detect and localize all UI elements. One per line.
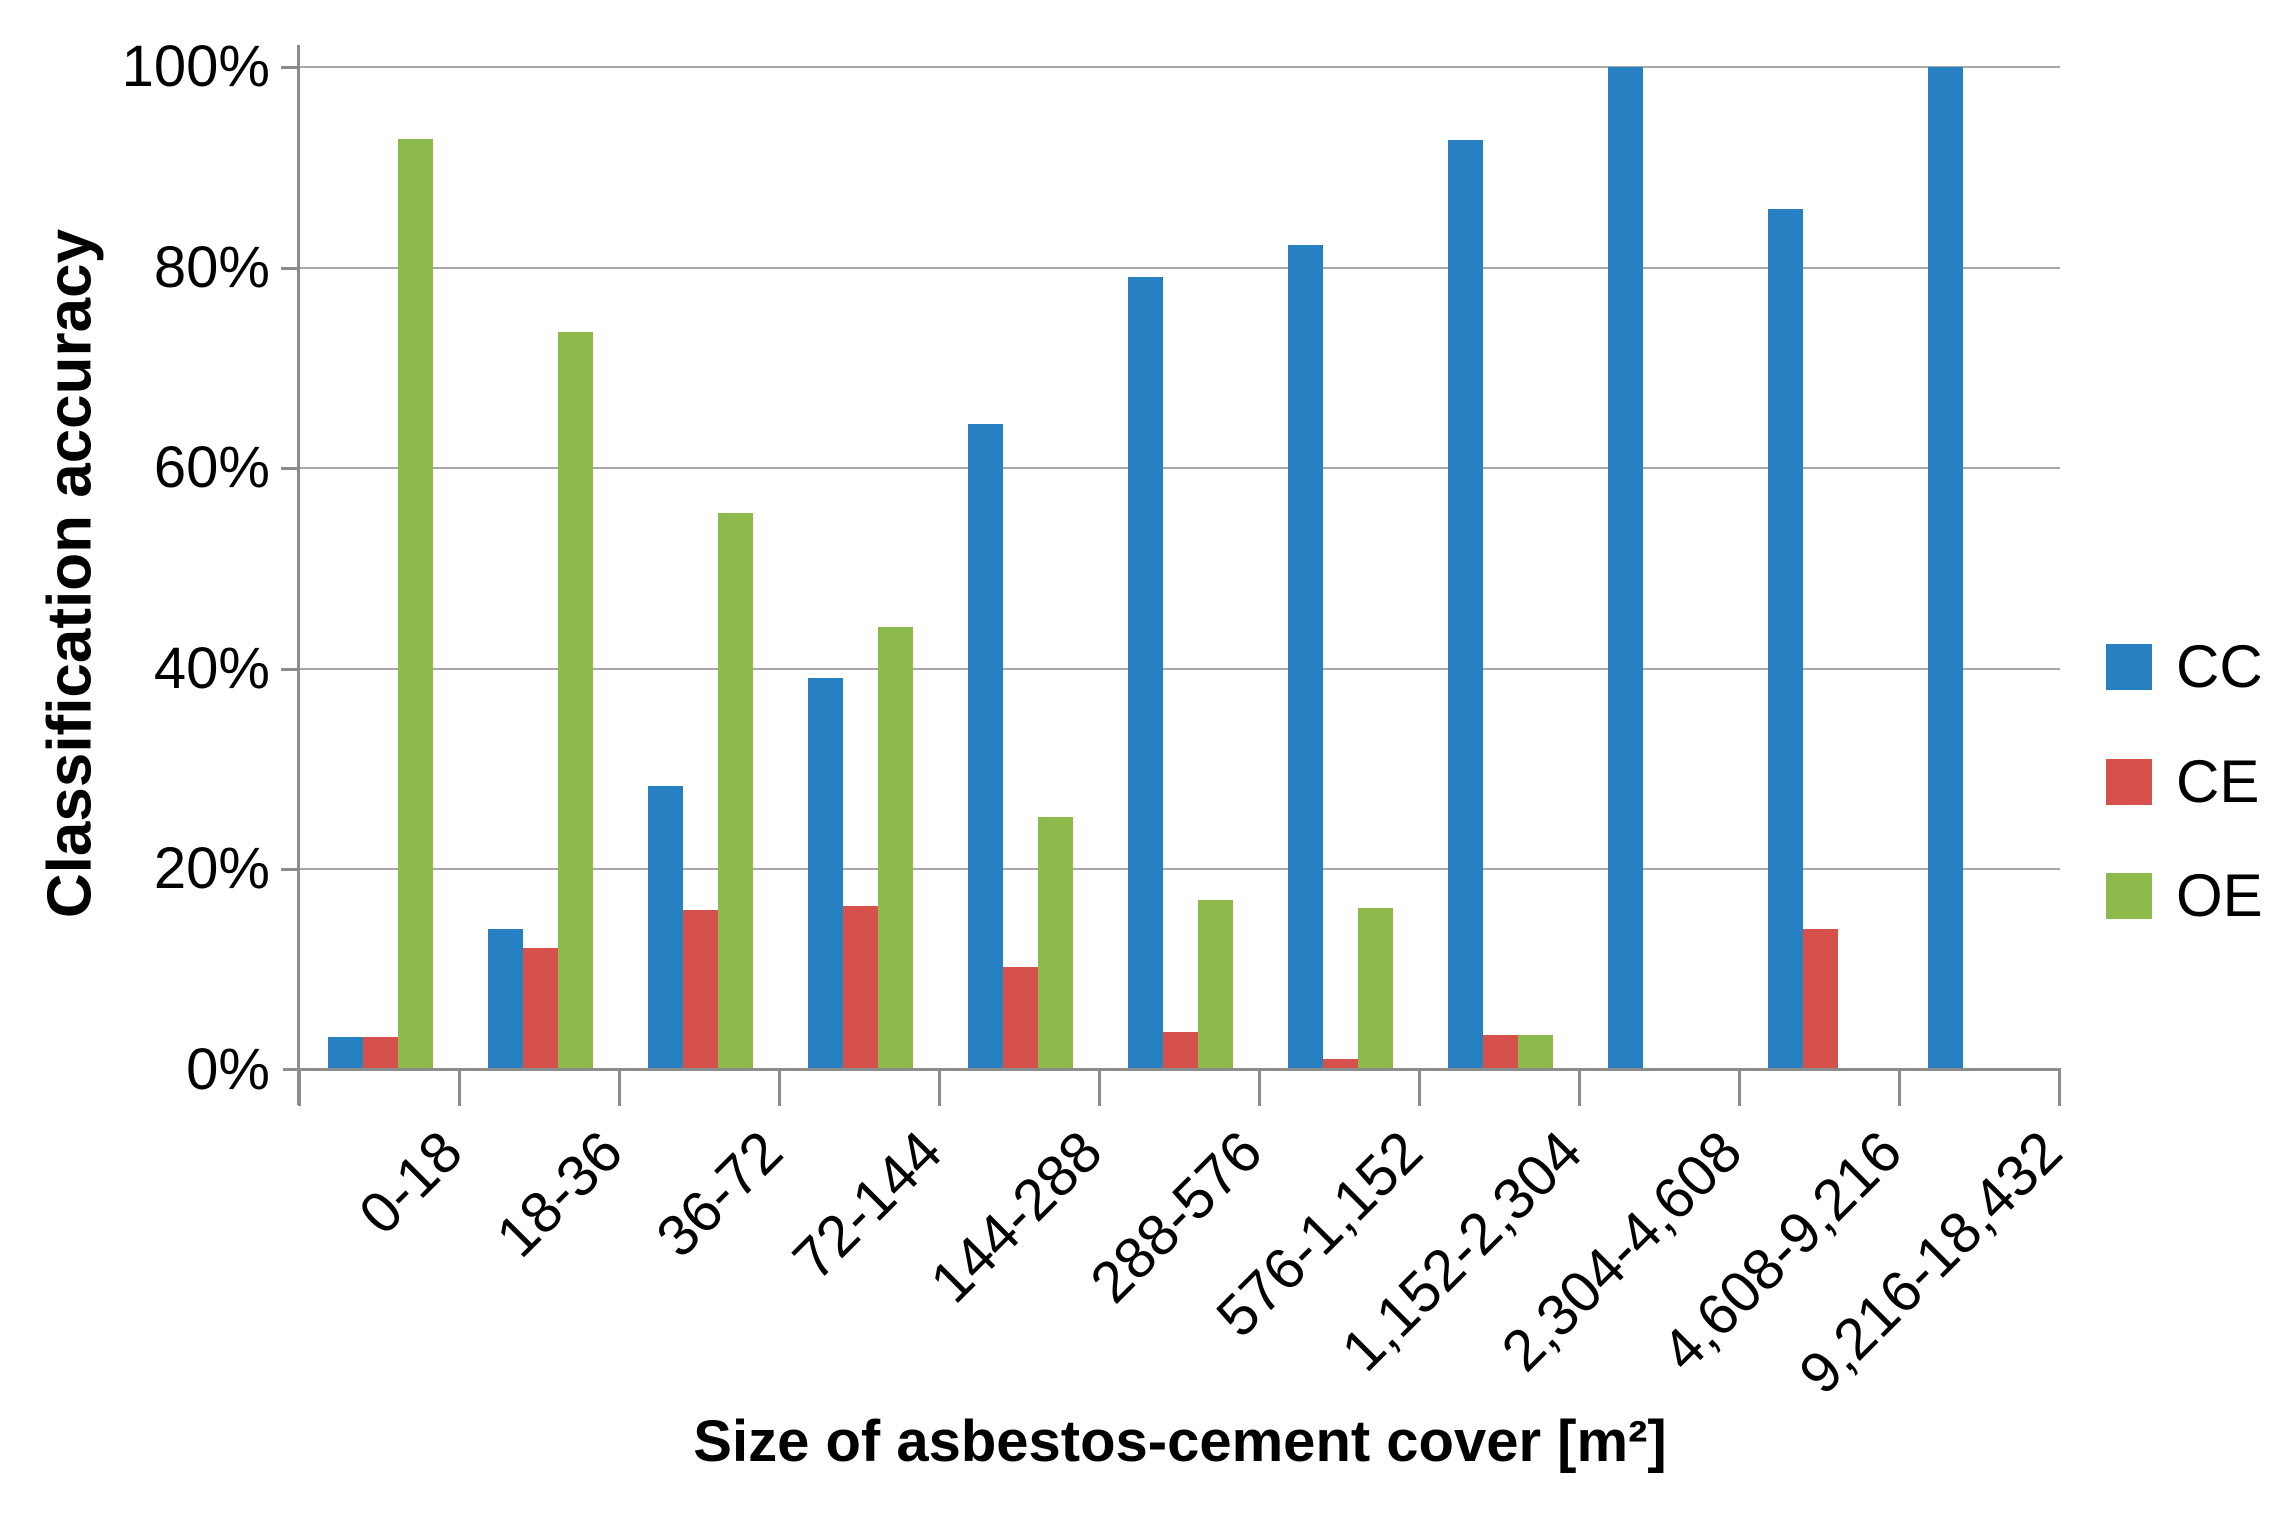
legend-swatch-cc — [2106, 644, 2152, 690]
x-tick-mark-1 — [458, 1068, 461, 1106]
y-axis-line — [297, 45, 300, 1105]
y-tick-mark-100pct — [281, 66, 300, 69]
x-axis-line — [283, 1068, 2060, 1071]
bar-ce-5 — [1163, 1031, 1198, 1070]
x-tick-mark-6 — [1258, 1068, 1261, 1106]
x-axis-title: Size of asbestos-cement cover [m²] — [693, 1409, 1667, 1474]
bar-oe-1 — [558, 331, 593, 1070]
y-tick-label-100pct: 100% — [121, 34, 270, 99]
legend-item-ce: CE — [2106, 752, 2259, 812]
bar-cc-3 — [808, 677, 843, 1070]
y-tick-label-0pct: 0% — [186, 1037, 270, 1102]
bar-ce-9 — [1803, 928, 1838, 1070]
bar-cc-5 — [1128, 276, 1163, 1070]
bar-oe-5 — [1198, 900, 1233, 1070]
bar-cc-9 — [1768, 209, 1803, 1070]
x-category-label-text-4: 144-288 — [918, 1118, 1115, 1316]
bar-oe-7 — [1518, 1034, 1553, 1070]
x-tick-mark-8 — [1578, 1068, 1581, 1106]
x-tick-mark-10 — [1898, 1068, 1901, 1106]
bar-ce-1 — [523, 947, 558, 1070]
x-tick-mark-7 — [1418, 1068, 1421, 1106]
bar-cc-8 — [1608, 67, 1643, 1070]
legend-label-ce: CE — [2176, 748, 2260, 815]
y-tick-mark-60pct — [281, 467, 300, 471]
bar-oe-6 — [1358, 907, 1393, 1070]
bar-ce-0 — [363, 1036, 398, 1070]
gridline-80pct — [300, 266, 2060, 269]
bar-oe-2 — [718, 513, 753, 1070]
bar-ce-4 — [1003, 966, 1038, 1070]
x-category-label-text-0: 0-18 — [346, 1118, 475, 1247]
bar-cc-7 — [1448, 140, 1483, 1070]
y-tick-label-60pct: 60% — [153, 435, 270, 501]
bar-cc-1 — [488, 928, 523, 1070]
bar-oe-4 — [1038, 817, 1073, 1070]
bar-cc-2 — [648, 786, 683, 1070]
x-tick-mark-11 — [2058, 1068, 2061, 1106]
x-category-label-text-1: 18-36 — [483, 1118, 635, 1270]
y-tick-label-40pct: 40% — [153, 635, 270, 701]
legend-label-cc: CC — [2176, 633, 2263, 700]
gridline-20pct — [300, 868, 2060, 871]
x-tick-mark-2 — [618, 1068, 621, 1106]
legend-swatch-ce — [2106, 759, 2152, 805]
legend-item-cc: CC — [2106, 637, 2263, 697]
gridline-100pct — [300, 66, 2060, 68]
bar-cc-4 — [968, 424, 1003, 1070]
x-tick-mark-9 — [1738, 1068, 1741, 1106]
y-tick-mark-80pct — [281, 266, 300, 270]
bar-ce-2 — [683, 909, 718, 1070]
y-tick-mark-40pct — [281, 667, 300, 671]
x-tick-mark-5 — [1098, 1068, 1101, 1106]
y-tick-label-20pct: 20% — [153, 836, 270, 902]
gridline-40pct — [300, 667, 2060, 670]
y-tick-mark-20pct — [281, 868, 300, 872]
bar-ce-7 — [1483, 1034, 1518, 1070]
legend-swatch-oe — [2106, 873, 2152, 919]
bar-ce-3 — [843, 905, 878, 1070]
bar-cc-6 — [1288, 244, 1323, 1070]
x-tick-mark-0 — [298, 1068, 301, 1106]
bar-ce-6 — [1323, 1058, 1358, 1070]
y-tick-label-80pct: 80% — [153, 234, 270, 300]
x-tick-mark-3 — [778, 1068, 781, 1106]
bar-oe-3 — [878, 626, 913, 1070]
bar-oe-0 — [398, 139, 433, 1070]
legend-label-oe: OE — [2176, 862, 2263, 929]
bar-cc-0 — [328, 1036, 363, 1070]
x-category-label-text-2: 36-72 — [643, 1118, 795, 1270]
bar-cc-10 — [1928, 67, 1963, 1070]
legend-item-oe: OE — [2106, 866, 2263, 926]
x-tick-mark-4 — [938, 1068, 941, 1106]
gridline-60pct — [300, 467, 2060, 470]
